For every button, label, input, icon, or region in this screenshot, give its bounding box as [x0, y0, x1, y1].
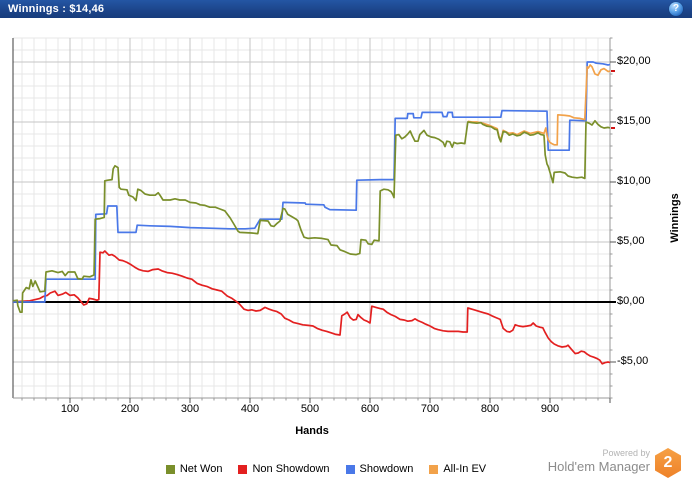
- powered-by-label: Powered by: [602, 448, 650, 458]
- product-name: Hold'em Manager: [547, 459, 650, 474]
- legend-swatch-showdown: [345, 464, 355, 474]
- legend-swatch-all-in-ev: [429, 464, 439, 474]
- x-tick-label: 400: [240, 403, 260, 415]
- x-tick-label: 200: [120, 403, 140, 415]
- x-tick-label: 500: [300, 403, 320, 415]
- legend-item-net-won: Net Won: [165, 463, 223, 475]
- x-axis-title: Hands: [295, 425, 329, 437]
- y-tick-label: $10,00: [617, 175, 651, 187]
- legend-swatch-non-showdown: [238, 464, 248, 474]
- title-bar: Winnings : $14,46 ?: [0, 0, 692, 18]
- y-axis-title: Winnings: [669, 193, 681, 243]
- y-tick-label: $20,00: [617, 55, 651, 67]
- y-tick-label: $15,00: [617, 115, 651, 127]
- x-tick-label: 900: [540, 403, 560, 415]
- x-tick-label: 600: [360, 403, 380, 415]
- x-tick-label: 300: [180, 403, 200, 415]
- legend-item-showdown: Showdown: [345, 463, 414, 475]
- x-tick-label: 100: [60, 403, 80, 415]
- legend-swatch-net-won: [165, 464, 175, 474]
- legend-label-all-in-ev: All-In EV: [443, 463, 487, 475]
- legend: Net Won Non Showdown Showdown All-In EV: [0, 463, 692, 475]
- legend-label-non-showdown: Non Showdown: [252, 463, 330, 475]
- legend-item-all-in-ev: All-In EV: [429, 463, 486, 475]
- title-label: Winnings : $14,46: [8, 3, 105, 15]
- legend-item-non-showdown: Non Showdown: [238, 463, 330, 475]
- x-tick-label: 800: [480, 403, 500, 415]
- y-tick-label: $0,00: [617, 295, 645, 307]
- y-tick-label: $5,00: [617, 235, 645, 247]
- legend-label-showdown: Showdown: [359, 463, 414, 475]
- help-icon[interactable]: ?: [669, 2, 683, 16]
- y-tick-label: -$5,00: [617, 355, 649, 367]
- x-tick-label: 700: [420, 403, 440, 415]
- legend-label-net-won: Net Won: [179, 463, 223, 475]
